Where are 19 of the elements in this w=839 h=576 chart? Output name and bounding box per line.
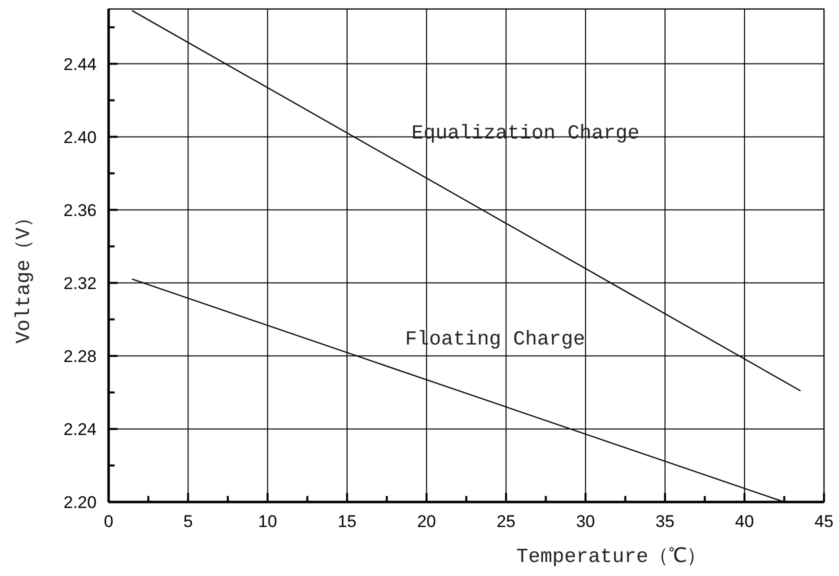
y-tick-label: 2.32	[64, 274, 97, 293]
x-tick-label: 35	[656, 512, 674, 531]
x-tick-label: 0	[104, 512, 114, 531]
y-tick-label: 2.28	[64, 346, 97, 366]
y-tick-label: 2.20	[64, 493, 97, 512]
x-tick-label: 5	[183, 512, 193, 531]
x-tick-label: 15	[338, 512, 357, 531]
y-tick-label: 2.40	[64, 128, 97, 147]
x-tick-label: 40	[735, 512, 754, 531]
x-tick-label: 20	[417, 512, 436, 531]
y-tick-label: 2.44	[64, 54, 97, 74]
x-tick-label: 10	[258, 512, 278, 531]
x-tick-label: 30	[576, 512, 595, 531]
x-tick-label: 45	[814, 512, 834, 531]
x-tick-label: 25	[496, 512, 516, 531]
y-axis-title: Voltage（V）	[13, 207, 36, 344]
y-tick-label: 2.24	[64, 420, 97, 439]
x-axis-title: Temperature（℃）	[516, 546, 706, 569]
y-tick-label: 2.36	[64, 200, 97, 220]
